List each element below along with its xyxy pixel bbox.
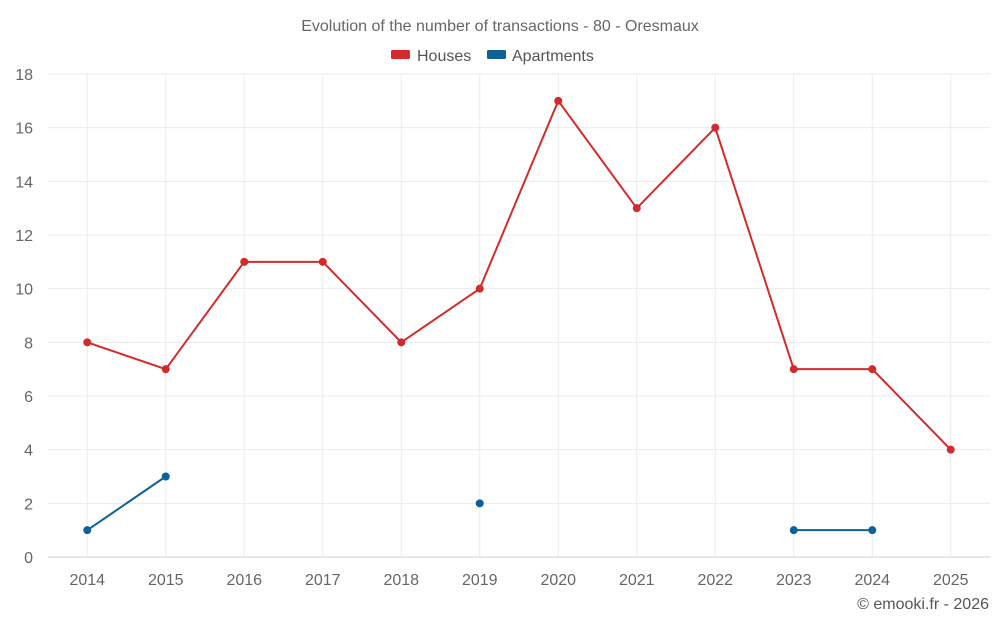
data-point-houses[interactable] (946, 445, 955, 454)
data-point-apartments[interactable] (475, 499, 484, 508)
data-point-houses[interactable] (554, 96, 563, 105)
legend-swatch-apartments (487, 50, 506, 59)
data-point-houses[interactable] (240, 257, 249, 266)
x-tick-label: 2017 (305, 572, 341, 589)
data-point-houses[interactable] (789, 365, 798, 374)
x-tick-label: 2023 (776, 572, 812, 589)
series-apartments (83, 472, 877, 535)
axes: 0 2 4 6 8 10 12 14 16 18 2014 2015 2016 2017 2018 2019 2… (15, 67, 990, 589)
legend-label-houses: Houses (417, 48, 471, 65)
x-tick-label: 2024 (854, 572, 890, 589)
data-point-houses[interactable] (83, 338, 92, 347)
series-line-apartments (86, 475, 167, 531)
y-tick-label: 10 (15, 282, 33, 299)
x-tick-label: 2021 (619, 572, 655, 589)
x-tick-label: 2016 (226, 572, 262, 589)
data-point-houses[interactable] (711, 123, 720, 132)
data-point-houses[interactable] (475, 284, 484, 293)
x-tick-label: 2019 (462, 572, 498, 589)
series (83, 96, 955, 535)
data-point-apartments[interactable] (789, 526, 798, 535)
x-tick-label: 2015 (148, 572, 184, 589)
data-point-houses[interactable] (318, 257, 327, 266)
series-line-houses (86, 99, 952, 451)
data-point-apartments[interactable] (83, 526, 92, 535)
series-houses (83, 96, 955, 454)
x-tick-label: 2025 (933, 572, 969, 589)
y-tick-label: 2 (24, 496, 33, 513)
data-point-apartments[interactable] (868, 526, 877, 535)
y-tick-label: 6 (24, 389, 33, 406)
x-tick-label: 2014 (69, 572, 105, 589)
credit-text: © emooki.fr - 2026 (857, 596, 989, 613)
y-tick-label: 8 (24, 335, 33, 352)
legend-item-houses[interactable]: Houses (391, 48, 471, 65)
legend-item-apartments[interactable]: Apartments (487, 48, 594, 65)
data-point-houses[interactable] (161, 365, 170, 374)
y-tick-label: 16 (15, 121, 33, 138)
y-tick-label: 18 (15, 67, 33, 84)
grid (48, 73, 990, 557)
y-tick-label: 4 (24, 443, 33, 460)
y-tick-label: 12 (15, 228, 33, 245)
data-point-houses[interactable] (397, 338, 406, 347)
legend-label-apartments: Apartments (512, 48, 594, 65)
legend: Houses Apartments (391, 48, 594, 65)
legend-swatch-houses (391, 50, 410, 59)
chart-title: Evolution of the number of transactions … (301, 18, 699, 35)
y-tick-label: 0 (24, 550, 33, 567)
data-point-houses[interactable] (632, 204, 641, 213)
x-tick-label: 2022 (697, 572, 733, 589)
y-tick-label: 14 (15, 174, 33, 191)
data-point-apartments[interactable] (161, 472, 170, 481)
x-tick-label: 2020 (540, 572, 576, 589)
x-tick-label: 2018 (383, 572, 419, 589)
data-point-houses[interactable] (868, 365, 877, 374)
